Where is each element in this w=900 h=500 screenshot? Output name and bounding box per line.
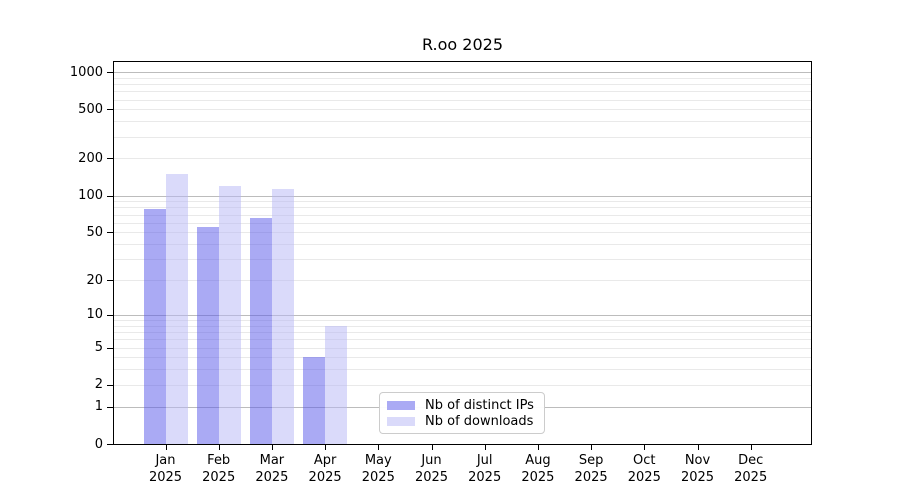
y-tick-mark — [107, 158, 113, 160]
y-tick-mark — [107, 280, 113, 282]
x-tick-label-feb: Feb 2025 — [202, 453, 236, 485]
gridline-minor — [114, 259, 811, 261]
gridline-minor — [114, 77, 811, 79]
gridline-minor — [114, 357, 811, 359]
gridline-minor — [114, 369, 811, 371]
y-tick-mark — [107, 195, 113, 197]
y-tick-mark — [107, 72, 113, 73]
gridline-major — [114, 72, 811, 73]
x-tick-mark — [750, 445, 752, 450]
legend: Nb of distinct IPs Nb of downloads — [379, 392, 545, 434]
y-tick-label: 100 — [78, 188, 103, 203]
gridline-minor — [114, 158, 811, 160]
gridline-minor — [114, 109, 811, 111]
gridline-minor — [114, 121, 811, 123]
legend-swatch-downloads — [387, 417, 415, 426]
y-tick-label: 0 — [94, 436, 103, 452]
x-tick-mark — [537, 445, 539, 450]
x-tick-label-nov: Nov 2025 — [680, 453, 715, 485]
bar-mar-nb-of-downloads — [271, 188, 294, 444]
x-tick-label-oct: Oct 2025 — [627, 453, 661, 485]
x-tick-mark — [218, 445, 220, 450]
gridline-minor — [114, 136, 811, 138]
gridline-minor — [114, 384, 811, 386]
bar-feb-nb-of-distinct-ips — [196, 227, 219, 444]
x-tick-label-apr: Apr 2025 — [308, 453, 342, 485]
x-tick-label-jul: Jul 2025 — [468, 453, 502, 485]
legend-label-downloads: Nb of downloads — [425, 414, 534, 429]
y-tick-label: 500 — [78, 101, 103, 117]
chart-title: R.oo 2025 — [421, 35, 503, 54]
x-tick-mark — [697, 445, 699, 450]
bar-jan-nb-of-downloads — [165, 173, 188, 444]
y-tick-label: 1 — [94, 399, 103, 415]
gridline-minor — [114, 347, 811, 349]
y-tick-mark — [107, 444, 113, 445]
x-tick-label-jun: Jun 2025 — [414, 453, 449, 485]
gridline-minor — [114, 99, 811, 101]
gridline-minor — [114, 207, 811, 209]
x-tick-mark — [431, 445, 433, 450]
legend-swatch-distinct-ips — [387, 401, 415, 410]
gridline-minor — [114, 332, 811, 333]
x-tick-label-dec: Dec 2025 — [734, 453, 768, 485]
bar-jan-nb-of-distinct-ips — [143, 209, 166, 444]
x-tick-label-jan: Jan 2025 — [148, 453, 183, 485]
gridline-major — [114, 195, 811, 197]
y-tick-mark — [107, 384, 113, 386]
legend-label-distinct-ips: Nb of distinct IPs — [425, 398, 534, 413]
x-tick-label-aug: Aug 2025 — [521, 453, 555, 485]
gridline-minor — [114, 214, 811, 216]
x-tick-mark — [165, 445, 167, 450]
x-tick-mark — [644, 445, 646, 450]
bar-feb-nb-of-downloads — [218, 186, 241, 444]
y-tick-label: 5 — [94, 340, 103, 355]
bar-apr-nb-of-distinct-ips — [303, 357, 326, 444]
gridline-minor — [114, 244, 811, 245]
x-tick-mark — [591, 445, 593, 450]
y-tick-label: 20 — [86, 272, 103, 288]
x-tick-mark — [271, 445, 273, 450]
y-tick-label: 10 — [86, 307, 103, 323]
legend-row-distinct-ips: Nb of distinct IPs — [387, 398, 536, 413]
x-tick-mark — [484, 445, 486, 450]
legend-row-downloads: Nb of downloads — [387, 414, 536, 429]
y-tick-label: 50 — [86, 224, 103, 240]
plot-area — [113, 61, 812, 445]
y-tick-mark — [107, 406, 113, 408]
gridline-minor — [114, 91, 811, 93]
gridline-minor — [114, 232, 811, 234]
gridline-minor — [114, 222, 811, 224]
y-tick-mark — [107, 347, 113, 349]
y-tick-label: 200 — [78, 150, 103, 166]
gridline-minor — [114, 320, 811, 321]
gridline-minor — [114, 84, 811, 85]
x-tick-label-sep: Sep 2025 — [574, 453, 608, 485]
bar-apr-nb-of-downloads — [325, 325, 348, 444]
x-tick-mark — [378, 445, 380, 450]
x-tick-mark — [325, 445, 327, 450]
y-tick-label: 1000 — [69, 64, 103, 80]
gridline-minor — [114, 201, 811, 203]
gridline-major — [114, 314, 811, 316]
gridline-minor — [114, 325, 811, 327]
x-tick-label-mar: Mar 2025 — [255, 453, 289, 485]
gridline-minor — [114, 339, 811, 341]
bar-mar-nb-of-distinct-ips — [249, 218, 272, 444]
x-tick-label-may: May 2025 — [361, 453, 395, 485]
y-tick-mark — [107, 314, 113, 316]
y-tick-label: 2 — [94, 377, 103, 393]
y-tick-mark — [107, 232, 113, 234]
y-tick-mark — [107, 109, 113, 111]
gridline-minor — [114, 280, 811, 282]
